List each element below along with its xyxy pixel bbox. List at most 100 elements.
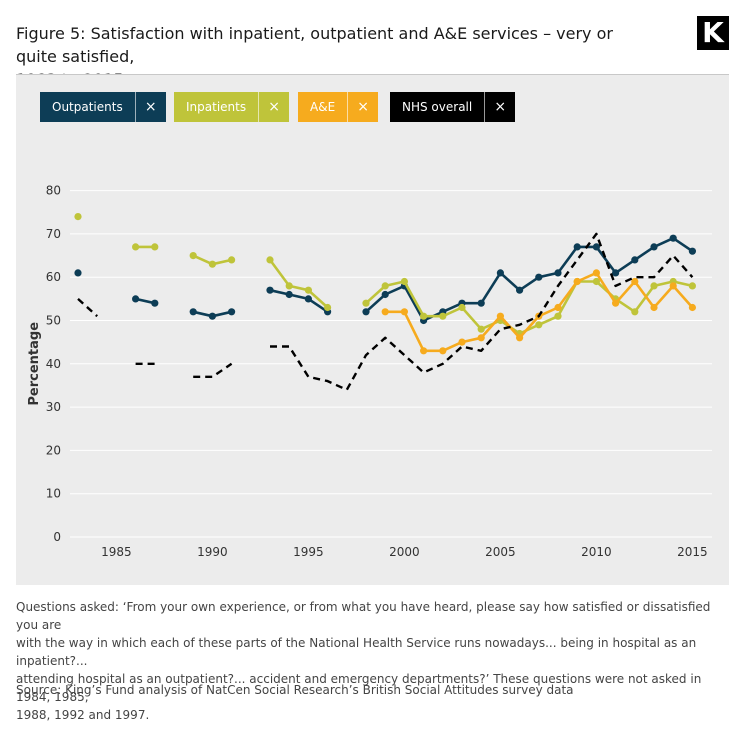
data-point-inpatients-1993	[266, 256, 274, 264]
data-point-outpatients-2007	[535, 273, 543, 281]
legend-ae[interactable]: A&E ×	[298, 92, 379, 122]
legend-ae-label[interactable]: A&E	[310, 100, 336, 114]
y-tick-label-10: 10	[46, 487, 61, 501]
data-point-outpatients-2011	[612, 269, 620, 277]
y-tick-label-30: 30	[46, 400, 61, 414]
data-point-outpatients-2005	[496, 269, 504, 277]
y-tick-label-70: 70	[46, 227, 61, 241]
legend-nhs-overall[interactable]: NHS overall ×	[390, 92, 516, 122]
data-point-inpatients-1995	[304, 286, 312, 294]
legend-inpatients-label[interactable]: Inpatients	[186, 100, 247, 114]
data-point-outpatients-2014	[669, 234, 677, 242]
data-point-inpatients-1983	[74, 213, 82, 221]
x-tick-label-1985: 1985	[101, 545, 132, 559]
legend-ae-close-icon[interactable]: ×	[347, 92, 378, 122]
data-point-outpatients-1999	[381, 290, 389, 299]
x-tick-label-2000: 2000	[389, 545, 420, 559]
figure-title-line1: Figure 5: Satisfaction with inpatient, o…	[16, 24, 613, 66]
data-point-inpatients-2007	[535, 321, 543, 329]
data-point-outpatients-1998	[362, 308, 370, 316]
data-point-outpatients-1993	[266, 286, 274, 294]
legend-inpatients[interactable]: Inpatients ×	[174, 92, 290, 122]
y-tick-label-20: 20	[46, 443, 61, 457]
data-point-inpatients-1999	[381, 282, 389, 290]
data-point-inpatients-2013	[650, 282, 658, 290]
legend-nhs-overall-label[interactable]: NHS overall	[402, 100, 473, 114]
x-tick-label-2010: 2010	[581, 545, 612, 559]
data-point-outpatients-1987	[151, 299, 159, 307]
data-point-outpatients-2010	[592, 243, 601, 251]
data-point-outpatients-1991	[228, 308, 236, 316]
data-point-outpatients-1994	[285, 290, 293, 299]
legend-outpatients-close-icon[interactable]: ×	[134, 92, 166, 122]
x-tick-label-1995: 1995	[293, 545, 324, 559]
legend-inpatients-close-icon[interactable]: ×	[258, 92, 289, 122]
line-chart: 0 10 20 30 40 50 60 70 80 1985 1990 1995 2000 2005 201…	[27, 184, 712, 559]
legend-outpatients[interactable]: Outpatients ×	[40, 92, 166, 122]
data-point-outpatients-1986	[132, 295, 140, 303]
data-point-outpatients-1989	[189, 308, 197, 316]
data-point-inpatients-2002	[439, 312, 447, 320]
legend-outpatients-label[interactable]: Outpatients	[52, 100, 123, 114]
data-point-a-e-2003	[458, 338, 466, 346]
series-line-nhs-overall-segment-0	[77, 298, 99, 318]
data-point-inpatients-1991	[228, 256, 236, 264]
data-point-a-e-2000	[400, 308, 408, 316]
header-divider	[16, 74, 729, 75]
data-point-a-e-1999	[381, 308, 389, 316]
data-point-inpatients-2004	[477, 325, 485, 333]
data-point-inpatients-1996	[324, 303, 332, 312]
data-point-inpatients-1986	[132, 243, 140, 251]
kings-fund-logo: K	[697, 16, 729, 50]
data-point-outpatients-2009	[573, 243, 581, 251]
series-line-inpatients-segment-3	[268, 259, 329, 309]
data-point-outpatients-1990	[208, 312, 216, 320]
data-point-a-e-2013	[650, 303, 658, 312]
data-point-inpatients-1990	[208, 260, 216, 268]
data-point-outpatients-2004	[477, 299, 485, 307]
data-point-a-e-2010	[592, 269, 601, 277]
y-axis-label: Percentage	[27, 322, 42, 406]
data-point-a-e-2008	[554, 303, 562, 312]
data-point-inpatients-1987	[151, 243, 159, 251]
y-tick-label-60: 60	[46, 270, 61, 284]
x-tick-label-2005: 2005	[485, 545, 516, 559]
series-line-nhs-overall-segment-2	[193, 362, 233, 378]
data-point-a-e-2011	[612, 299, 620, 307]
data-point-a-e-2002	[439, 347, 447, 355]
data-point-outpatients-2008	[554, 269, 562, 277]
data-point-inpatients-2008	[554, 312, 562, 320]
data-point-inpatients-1998	[362, 299, 370, 307]
series-line-inpatients-segment-4	[365, 280, 693, 335]
questions-note-line4: 1988, 1992 and 1997.	[16, 708, 150, 722]
questions-note-line2: with the way in which each of these part…	[16, 636, 697, 668]
legend-nhs-overall-close-icon[interactable]: ×	[484, 92, 515, 122]
data-point-outpatients-2015	[688, 247, 697, 255]
data-point-inpatients-1989	[189, 252, 197, 260]
data-point-inpatients-2012	[631, 308, 639, 316]
data-point-inpatients-2000	[400, 277, 408, 286]
questions-note: Questions asked: ‘From your own experien…	[16, 598, 716, 724]
series-line-nhs-overall-segment-3	[270, 232, 694, 391]
chart-panel	[16, 75, 729, 585]
source-note: Source: King’s Fund analysis of NatCen S…	[16, 683, 574, 697]
data-point-a-e-2015	[688, 303, 697, 312]
data-point-outpatients-2012	[631, 256, 639, 264]
data-point-a-e-2005	[496, 312, 504, 320]
series-line-a-e-segment-0	[385, 271, 694, 353]
y-tick-label-40: 40	[46, 357, 61, 371]
data-point-inpatients-2010	[592, 277, 601, 286]
data-point-inpatients-2015	[688, 282, 697, 290]
x-tick-label-2015: 2015	[677, 545, 708, 559]
data-point-outpatients-1983	[74, 269, 82, 277]
data-point-inpatients-2003	[458, 303, 466, 312]
data-point-a-e-2009	[573, 277, 581, 286]
data-point-inpatients-1994	[285, 282, 293, 290]
data-point-a-e-2014	[669, 282, 677, 290]
data-point-outpatients-2013	[650, 243, 658, 251]
data-point-inpatients-2001	[420, 312, 428, 320]
series-line-outpatients-segment-4	[365, 236, 694, 322]
questions-note-line3: attending hospital as an outpatient?... …	[16, 672, 702, 704]
data-point-a-e-2001	[420, 347, 428, 355]
data-point-outpatients-2006	[516, 286, 524, 294]
